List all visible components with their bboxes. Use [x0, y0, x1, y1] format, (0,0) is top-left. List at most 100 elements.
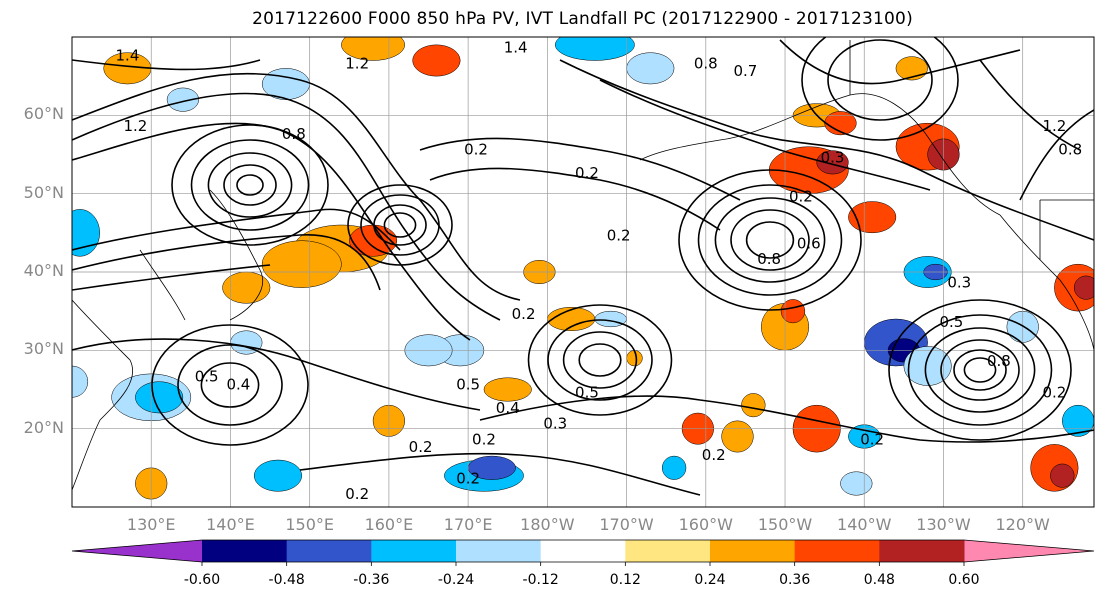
colorbar-segment — [202, 540, 288, 562]
contour-label: 1.2 — [345, 54, 369, 72]
contour-label: 0.5 — [456, 376, 480, 394]
latitude-label: 30°N — [23, 339, 64, 359]
colorbar-label: 0.36 — [779, 572, 811, 588]
pv-anomaly-blob — [1062, 404, 1094, 437]
pv-anomaly-blob — [626, 52, 675, 85]
colorbar-segment — [540, 540, 626, 562]
colorbar-label: -0.60 — [183, 572, 221, 588]
contour-label: 0.5 — [939, 313, 963, 331]
ivt-contour-line — [419, 137, 741, 201]
contour-label: 0.8 — [757, 250, 781, 268]
colorbar-segment — [625, 540, 711, 562]
ivt-contour-ring — [527, 304, 673, 416]
pv-anomaly-blob — [166, 87, 200, 112]
ivt-contour-line — [1019, 109, 1094, 201]
contour-label: 0.8 — [1058, 141, 1082, 159]
ivt-contour-line — [72, 234, 381, 291]
ivt-contour-line — [72, 72, 521, 301]
ivt-contour-line — [72, 59, 261, 71]
coastline-layer — [72, 40, 1094, 491]
contour-label: 1.4 — [504, 39, 528, 57]
pv-anomaly-blob — [261, 240, 342, 288]
pv-anomaly-blob — [721, 420, 754, 453]
longitude-label: 150°W — [757, 515, 813, 534]
ivt-contour-line — [299, 452, 701, 496]
longitude-label: 120°W — [995, 515, 1050, 534]
ivt-contour-ring — [827, 39, 933, 121]
pv-anomaly-blob — [72, 365, 89, 398]
pv-anomaly-blob — [903, 346, 952, 386]
longitude-label: 180°W — [520, 515, 575, 534]
colorbar-label: -0.24 — [437, 572, 475, 588]
ivt-contour-ring — [697, 184, 843, 296]
longitude-label: 150°E — [285, 515, 334, 534]
pv-anomaly-blob — [555, 37, 635, 61]
contour-label: 0.2 — [575, 164, 599, 182]
ivt-contour-ring — [200, 362, 260, 408]
ivt-contour-ring — [207, 152, 293, 218]
contour-label: 0.8 — [282, 125, 306, 143]
contour-label: 1.4 — [116, 47, 140, 65]
ivt-contour-ring — [171, 124, 329, 246]
coastline — [999, 214, 1094, 351]
colorbar-label: -0.48 — [268, 572, 305, 588]
ivt-contour-line — [779, 39, 1021, 85]
ivt-contour-ring — [190, 139, 310, 231]
ivt-contour-line — [979, 59, 1081, 151]
colorbar-segment — [879, 540, 965, 562]
ivt-contour-line — [72, 92, 501, 321]
pv-anomaly-blob — [72, 209, 100, 257]
ivt-contour-ring — [730, 209, 810, 271]
ivt-contour-ring — [383, 212, 417, 238]
ivt-contour-line — [599, 79, 931, 191]
ivt-contour-line — [559, 59, 1094, 241]
contour-label-layer: 1.4 1.4 0.8 0.7 1.2 1.2 0.8 0.2 0.3 0.2 0.6 0.8 0.3 0… — [116, 39, 1083, 503]
colorbar-high-extend — [964, 540, 1094, 562]
contour-label: 0.4 — [226, 376, 250, 394]
pv-anomaly-blob — [848, 201, 897, 234]
contour-label: 0.2 — [789, 188, 813, 206]
ivt-contour-line — [72, 264, 271, 291]
contour-label: 0.8 — [694, 54, 718, 72]
contour-label: 0.8 — [987, 352, 1011, 370]
ivt-contour-layer — [72, 37, 1094, 496]
ivt-contour-ring — [223, 164, 277, 206]
colorbar-label: -0.36 — [353, 572, 390, 588]
ivt-contour-ring — [562, 331, 638, 389]
colorbar-segment — [456, 540, 542, 562]
longitude-label: 130°W — [916, 515, 971, 534]
colorbar-label: 0.12 — [609, 572, 641, 588]
contour-label: 0.2 — [512, 305, 536, 323]
pv-anomaly-blob — [780, 299, 806, 324]
contour-label: 0.2 — [702, 446, 726, 464]
contour-label: 0.5 — [575, 383, 599, 401]
longitude-label: 170°W — [599, 515, 654, 534]
contour-label: 0.3 — [821, 148, 845, 166]
ivt-contour-ring — [236, 174, 264, 196]
pv-anomaly-blob — [135, 381, 184, 414]
chart-title: 2017122600 F000 850 hPa PV, IVT Landfall… — [252, 9, 913, 29]
ivt-contour-ring — [547, 319, 653, 401]
colorbar-segment — [710, 540, 796, 562]
contour-label: 0.5 — [195, 368, 219, 386]
contour-label: 0.3 — [947, 274, 971, 292]
coastline — [209, 189, 263, 321]
ivt-contour-ring — [888, 299, 1072, 441]
contour-label: 0.2 — [456, 470, 480, 488]
pv-anomaly-blob — [741, 393, 766, 418]
pv-anomaly-blob — [840, 471, 873, 496]
latitude-label: 40°N — [23, 261, 64, 280]
latitude-label: 20°N — [23, 417, 64, 437]
contour-label: 0.3 — [543, 415, 567, 433]
pv-anomaly-blob — [661, 455, 687, 480]
ivt-contour-ring — [373, 204, 427, 246]
colorbar-segment — [371, 540, 457, 562]
ivt-contour-ring — [347, 184, 453, 266]
ivt-contour-ring — [177, 344, 283, 426]
colorbar-segment — [286, 540, 372, 562]
ivt-contour-ring — [578, 343, 622, 377]
ivt-contour-ring — [801, 37, 959, 141]
coastline — [72, 299, 133, 491]
contour-label: 0.2 — [464, 141, 488, 159]
